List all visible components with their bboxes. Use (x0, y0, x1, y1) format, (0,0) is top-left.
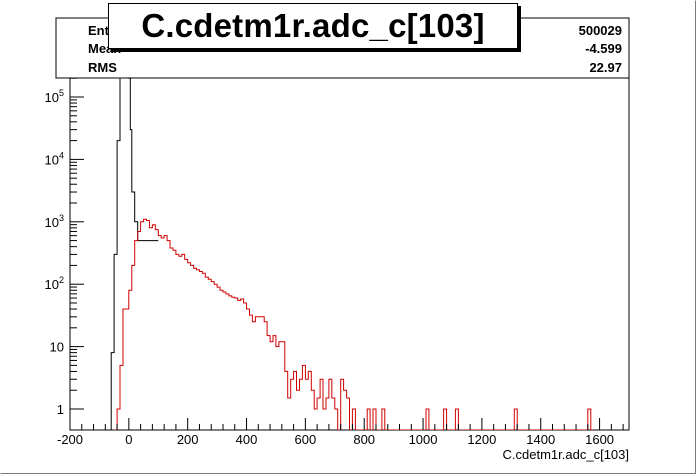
y-tick-label: 105 (45, 88, 64, 105)
x-tick-label: 400 (236, 432, 258, 447)
stats-entries-value: 500029 (579, 23, 622, 38)
y-tick-label: 10 (50, 340, 64, 355)
x-tick-label: 600 (295, 432, 317, 447)
stats-rms-value: 22.97 (589, 60, 622, 75)
x-tick-label: 200 (177, 432, 199, 447)
x-tick-label: 800 (353, 432, 375, 447)
stats-mean-value: -4.599 (585, 41, 622, 56)
stats-rms-label: RMS (88, 60, 117, 75)
x-axis-label: C.cdetm1r.adc_c[103] (503, 447, 629, 462)
x-tick-label: 1200 (467, 432, 496, 447)
y-tick-label: 103 (45, 213, 64, 230)
axis-layer: -200 0 200 400 600 800 1000 1200 1400 1600 1 10 102 1… (45, 36, 624, 447)
x-tick-label: -200 (57, 432, 83, 447)
x-tick-label: 1000 (409, 432, 438, 447)
y-tick-label: 102 (45, 275, 64, 292)
x-tick-label: 1600 (585, 432, 614, 447)
chart-title-box: C.cdetm1r.adc_c[103] (108, 3, 518, 49)
y-tick-label: 1 (57, 402, 64, 417)
chart-title: C.cdetm1r.adc_c[103] (141, 7, 485, 44)
y-tick-label: 104 (45, 150, 64, 167)
plot-frame (69, 21, 630, 431)
series-line-2 (114, 218, 594, 430)
x-tick-label: 1400 (526, 432, 555, 447)
x-tick-label: 0 (125, 432, 132, 447)
